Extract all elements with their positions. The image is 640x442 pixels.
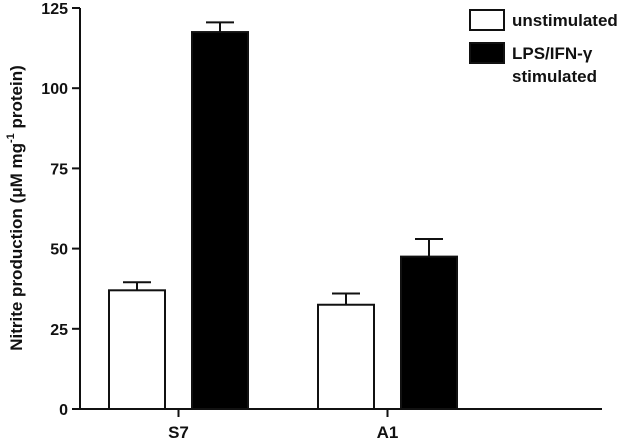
y-tick-label: 125 bbox=[41, 1, 68, 18]
y-tick-label: 75 bbox=[50, 161, 68, 178]
y-axis-label-exponent: -1 bbox=[5, 133, 17, 143]
y-ticks: 0 25 50 75 100 125 bbox=[41, 1, 80, 419]
bar-a1-series-1 bbox=[317, 303, 375, 410]
x-tick-label: S7 bbox=[168, 423, 189, 442]
y-axis-label-suffix: protein) bbox=[7, 65, 26, 133]
legend-swatch-series-2 bbox=[469, 42, 505, 64]
legend-label: LPS/IFN-γ bbox=[512, 44, 593, 63]
legend-label: stimulated bbox=[512, 67, 597, 86]
x-tick-labels: S7 A1 bbox=[168, 409, 398, 442]
y-tick-label: 50 bbox=[50, 242, 68, 259]
x-tick-label: A1 bbox=[377, 423, 399, 442]
legend-label: unstimulated bbox=[512, 11, 618, 30]
bars bbox=[108, 21, 458, 411]
y-axis-label-unit: M mg bbox=[7, 143, 26, 187]
y-axis-label: Nitrite production (μM mg-1 protein) bbox=[5, 65, 26, 351]
y-tick-label: 25 bbox=[50, 322, 68, 339]
y-axis-label-prefix: Nitrite production ( bbox=[7, 197, 26, 350]
legend: unstimulated LPS/IFN-γ stimulated bbox=[469, 9, 618, 86]
bar-a1-series-2 bbox=[400, 255, 458, 410]
y-tick-label: 0 bbox=[59, 402, 68, 419]
y-axis-label-mu: μ bbox=[7, 187, 26, 197]
legend-swatch-series-1 bbox=[469, 9, 505, 31]
bar-s7-series-1 bbox=[108, 289, 166, 410]
y-tick-label: 100 bbox=[41, 81, 68, 98]
bar-s7-series-2 bbox=[191, 31, 249, 411]
